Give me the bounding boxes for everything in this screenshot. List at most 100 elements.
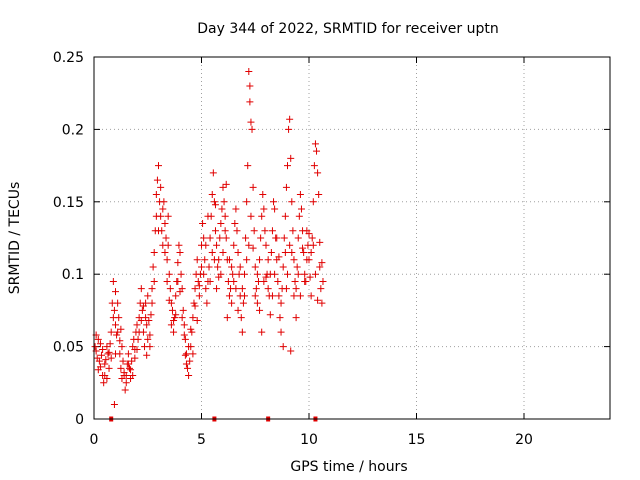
data-point [297,205,305,213]
data-point [96,340,104,348]
data-point [264,285,272,293]
data-point [266,311,274,319]
data-point [190,299,198,307]
data-point [243,198,251,206]
data-point [163,277,171,285]
x-axis-label: GPS time / hours [290,459,407,475]
data-point [230,277,238,285]
chart-title: Day 344 of 2022, SRMTID for receiver upt… [197,21,499,37]
axis-ticks: 0 0.05 0.1 0.15 0.2 0.25 0 5 10 15 20 [53,50,610,448]
data-point [208,191,216,199]
data-point [148,285,156,293]
data-point [112,350,119,358]
data-point [147,311,155,319]
data-point [195,282,203,290]
data-point [208,248,216,256]
data-point [145,317,153,325]
data-point [288,248,296,256]
data-point [286,241,294,249]
data-point [166,285,174,293]
data-point [164,212,172,220]
data-point [232,205,240,213]
data-point [129,372,137,380]
data-point [246,98,254,106]
data-point [155,227,162,235]
data-point [261,227,269,235]
data-point [194,277,202,285]
data-point [142,314,150,322]
data-point [144,335,152,343]
data-point [131,354,139,362]
data-point [109,314,117,322]
data-point [179,306,187,314]
data-point [159,205,167,213]
data-point [168,306,176,314]
data-point [245,241,253,249]
data-point [209,169,217,177]
data-point [203,299,211,307]
data-point [318,259,326,267]
data-point [294,234,302,242]
data-point [277,299,285,307]
data-point [281,248,289,256]
data-point [195,292,203,300]
x-tick-label: 20 [515,432,533,448]
data-point [225,292,233,300]
data-point [103,343,111,351]
data-point [249,183,257,191]
data-point [305,230,313,238]
data-point [105,348,113,356]
data-point [180,331,188,339]
data-point [107,354,115,362]
data-point [256,306,264,314]
data-point [275,253,283,261]
data-point [270,198,278,206]
data-point [309,198,317,206]
data-point [153,176,161,184]
data-point [238,285,246,293]
data-point [276,314,284,322]
data-point [233,227,241,235]
data-point [191,302,199,310]
data-point [294,270,302,278]
data-point [284,270,291,278]
data-point [150,248,158,256]
data-point [238,328,246,336]
data-point [292,314,300,322]
data-point [213,241,221,249]
data-point [260,205,268,213]
data-point [243,256,251,264]
data-point [295,212,303,220]
data-point [317,285,325,293]
data-point [241,270,248,278]
data-point [211,201,219,209]
data-point [181,335,189,343]
data-point [110,306,118,314]
data-point [309,241,317,249]
data-point [128,357,136,365]
data-point [99,345,107,353]
data-point [316,263,324,271]
x-tick-label: 0 [90,432,99,448]
data-point [234,248,242,256]
data-point [307,292,315,300]
data-point [213,285,221,293]
data-point [161,220,169,228]
data-point [107,328,115,336]
data-point [174,277,182,285]
data-point [200,234,208,242]
data-point [206,277,214,285]
data-point [102,356,110,364]
data-point [121,386,129,394]
data-point [176,288,184,296]
data-point [268,227,276,235]
data-point [133,345,141,353]
data-point [176,248,184,256]
data-point [245,67,253,75]
data-point [287,154,295,162]
data-point [172,311,180,319]
data-point [184,364,192,372]
y-tick-label: 0.05 [53,340,84,356]
data-point [171,314,179,322]
